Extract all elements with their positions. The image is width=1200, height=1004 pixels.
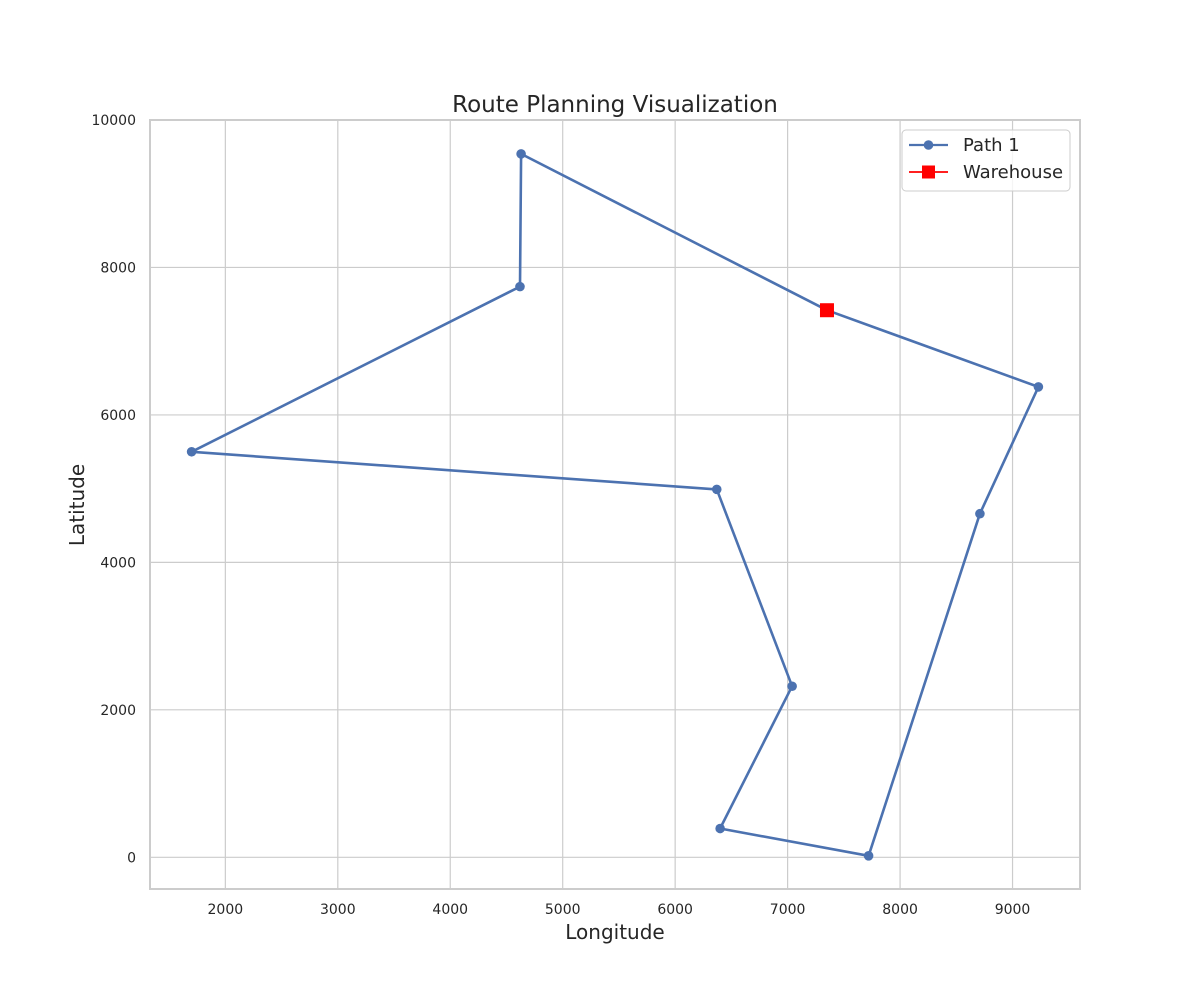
plot-background — [150, 120, 1080, 889]
x-tick-label: 6000 — [657, 902, 693, 918]
chart-title: Route Planning Visualization — [452, 92, 778, 118]
y-tick-label: 0 — [127, 850, 136, 866]
y-tick-label: 4000 — [100, 555, 136, 571]
y-tick-label: 8000 — [100, 260, 136, 276]
data-point — [186, 446, 197, 457]
legend-series-marker — [923, 140, 934, 150]
x-tick-label: 7000 — [770, 902, 806, 918]
x-tick-label: 8000 — [882, 902, 918, 918]
x-tick-label: 5000 — [545, 902, 581, 918]
data-point — [863, 851, 874, 861]
tick-labels: 2000 3000 4000 5000 6000 7000 8000 9000 0 2000 400… — [91, 113, 1030, 918]
legend-series-label: Path 1 — [963, 135, 1020, 156]
x-axis-title: Longitude — [565, 920, 664, 944]
y-tick-label: 10000 — [91, 113, 136, 129]
data-point — [975, 508, 985, 519]
data-point — [1033, 382, 1044, 392]
legend: Path 1 Warehouse — [901, 129, 1071, 192]
marker-layer — [186, 149, 1044, 861]
data-point — [516, 149, 526, 159]
x-tick-label: 9000 — [995, 902, 1031, 918]
data-point — [787, 681, 797, 692]
y-tick-label: 2000 — [100, 703, 136, 719]
x-tick-label: 3000 — [320, 902, 356, 918]
plot-frame — [149, 119, 1081, 890]
warehouse-marker — [819, 303, 834, 318]
x-tick-label: 4000 — [432, 902, 468, 918]
y-axis-title: Latitude — [65, 464, 89, 546]
y-tick-label: 6000 — [100, 408, 136, 424]
data-point — [715, 823, 725, 834]
data-point — [515, 281, 525, 292]
data-point — [711, 484, 722, 495]
x-tick-label: 2000 — [208, 902, 244, 918]
legend-warehouse-marker — [922, 165, 935, 179]
legend-warehouse-label: Warehouse — [963, 162, 1063, 183]
